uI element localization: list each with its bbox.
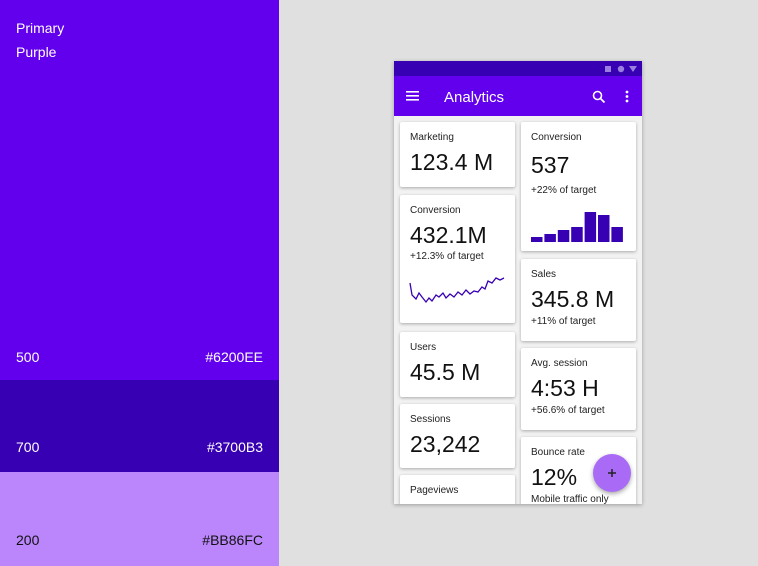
card-label: Bounce rate bbox=[531, 447, 585, 458]
swatch: 700 #3700B3 bbox=[0, 380, 279, 472]
hex-code: #3700B3 bbox=[206, 439, 263, 455]
card-label: Avg. session bbox=[531, 358, 588, 369]
shade: 200 bbox=[16, 532, 40, 548]
card-value: 432.1M bbox=[410, 222, 487, 248]
card-label: Marketing bbox=[410, 132, 454, 143]
phone: Analytics Marketing 123.4 M Conversion 432.… bbox=[394, 61, 642, 504]
card-subtitle: +11% of target bbox=[531, 316, 596, 327]
card-label: Sales bbox=[531, 269, 557, 280]
app-bar: Analytics bbox=[394, 76, 642, 116]
card-value: 537 bbox=[531, 152, 570, 178]
card: Conversion 432.1M +12.3% of target bbox=[400, 195, 515, 323]
card: Sales 345.8 M +11% of target bbox=[521, 259, 636, 341]
palette-name: Purple bbox=[16, 44, 57, 60]
card-value: 23,242 bbox=[410, 431, 481, 457]
status-icons bbox=[605, 65, 637, 73]
card-subtitle: Mobile traffic only bbox=[531, 494, 609, 504]
palette-name: Primary bbox=[16, 20, 65, 36]
menu-icon[interactable] bbox=[406, 90, 420, 102]
card-label: Users bbox=[410, 342, 437, 353]
card: Pageviews bbox=[400, 475, 515, 504]
swatch: 500 #6200EE bbox=[0, 0, 279, 380]
palette: Primary Purple 500 #6200EE 700 #3700B3 200 #B… bbox=[0, 0, 279, 566]
card-label: Conversion bbox=[531, 132, 582, 143]
card-subtitle: +22% of target bbox=[531, 185, 597, 196]
hex-code: #6200EE bbox=[205, 349, 263, 365]
search-icon[interactable] bbox=[592, 90, 606, 104]
card-label: Conversion bbox=[410, 205, 461, 216]
shade: 500 bbox=[16, 349, 40, 365]
card-value: 45.5 M bbox=[410, 359, 481, 385]
card: Avg. session 4:53 H +56.6% of target bbox=[521, 348, 636, 430]
card: Conversion 537 +22% of target bbox=[521, 122, 636, 251]
card-value: 345.8 M bbox=[531, 286, 615, 312]
fab[interactable] bbox=[593, 454, 631, 492]
app-title: Analytics bbox=[444, 89, 505, 106]
mini-bars bbox=[531, 212, 623, 242]
card: Bounce rate 12% Mobile traffic only bbox=[521, 437, 636, 504]
hex-code: #BB86FC bbox=[202, 532, 263, 548]
card-subtitle: +56.6% of target bbox=[531, 405, 605, 416]
status-bar bbox=[394, 61, 642, 76]
card: Marketing 123.4 M bbox=[400, 122, 515, 187]
swatch: 200 #BB86FC bbox=[0, 472, 279, 566]
card: Users 45.5 M bbox=[400, 332, 515, 397]
card-label: Pageviews bbox=[410, 485, 459, 496]
card-subtitle: +12.3% of target bbox=[410, 251, 484, 262]
sparkline bbox=[409, 277, 505, 304]
card: Sessions 23,242 bbox=[400, 404, 515, 468]
card-value: 12% bbox=[531, 464, 578, 490]
more-icon[interactable] bbox=[624, 90, 630, 104]
card-value: 4:53 H bbox=[531, 375, 599, 401]
shade: 700 bbox=[16, 439, 40, 455]
card-label: Sessions bbox=[410, 414, 451, 425]
card-value: 123.4 M bbox=[410, 149, 494, 175]
